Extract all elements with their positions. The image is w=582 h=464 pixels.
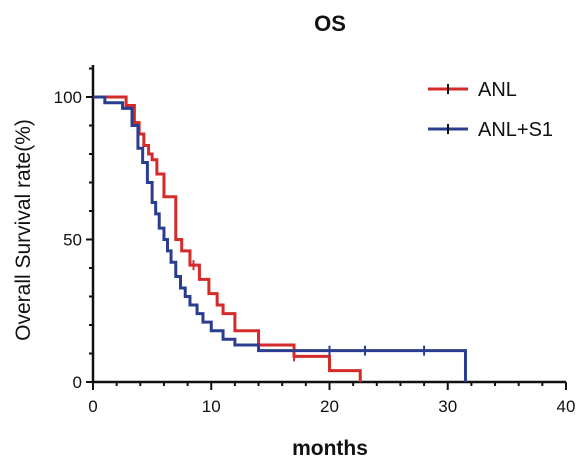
x-tick-label: 40 — [557, 397, 576, 416]
y-tick-label: 50 — [63, 231, 82, 250]
series-line-anl — [93, 95, 362, 382]
legend-label-anl-s1: ANL+S1 — [478, 119, 553, 141]
y-tick-label: 100 — [54, 88, 82, 107]
chart-title: OS — [314, 11, 346, 36]
series-line-anl-s1 — [93, 95, 467, 382]
legend: ANL ANL+S1 — [428, 79, 553, 141]
x-tick-label: 20 — [320, 397, 339, 416]
x-tick-label: 0 — [88, 397, 97, 416]
x-tick-label: 30 — [438, 397, 457, 416]
x-tick-label: 10 — [202, 397, 221, 416]
legend-label-anl: ANL — [478, 79, 517, 101]
series-group — [93, 95, 467, 382]
axes: 0 50 100 0 10 20 30 40 — [54, 65, 576, 416]
y-tick-label: 0 — [73, 373, 82, 392]
x-axis-label: months — [292, 437, 368, 460]
y-axis-label: Overall Survival rate(%) — [12, 119, 35, 341]
